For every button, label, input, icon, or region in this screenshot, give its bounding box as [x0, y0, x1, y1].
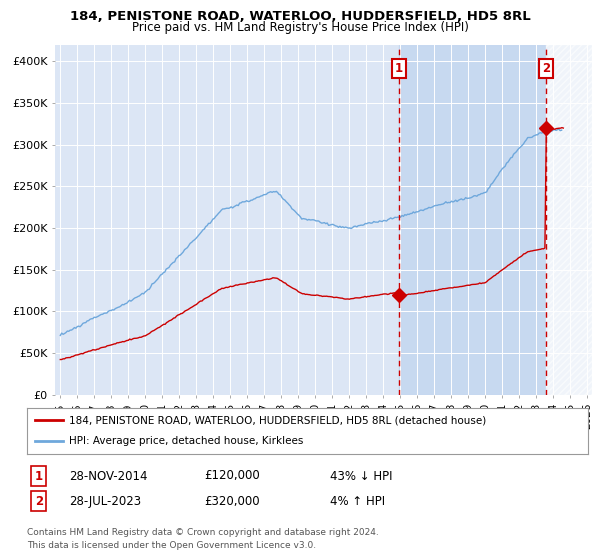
- Bar: [546, 45, 592, 395]
- Text: 2: 2: [35, 494, 43, 508]
- Text: £120,000: £120,000: [204, 469, 260, 483]
- Text: 184, PENISTONE ROAD, WATERLOO, HUDDERSFIELD, HD5 8RL (detached house): 184, PENISTONE ROAD, WATERLOO, HUDDERSFI…: [69, 415, 487, 425]
- Text: 2: 2: [542, 62, 550, 74]
- Text: 1: 1: [35, 469, 43, 483]
- Text: 1: 1: [395, 62, 403, 74]
- Text: 4% ↑ HPI: 4% ↑ HPI: [330, 494, 385, 508]
- Text: Contains HM Land Registry data © Crown copyright and database right 2024.: Contains HM Land Registry data © Crown c…: [27, 528, 379, 537]
- Text: 184, PENISTONE ROAD, WATERLOO, HUDDERSFIELD, HD5 8RL: 184, PENISTONE ROAD, WATERLOO, HUDDERSFI…: [70, 10, 530, 23]
- Bar: [398, 45, 546, 395]
- Text: 28-JUL-2023: 28-JUL-2023: [69, 494, 141, 508]
- Text: 28-NOV-2014: 28-NOV-2014: [69, 469, 148, 483]
- Text: 43% ↓ HPI: 43% ↓ HPI: [330, 469, 392, 483]
- Text: £320,000: £320,000: [204, 494, 260, 508]
- Text: Price paid vs. HM Land Registry's House Price Index (HPI): Price paid vs. HM Land Registry's House …: [131, 21, 469, 34]
- Text: This data is licensed under the Open Government Licence v3.0.: This data is licensed under the Open Gov…: [27, 541, 316, 550]
- Text: HPI: Average price, detached house, Kirklees: HPI: Average price, detached house, Kirk…: [69, 436, 304, 446]
